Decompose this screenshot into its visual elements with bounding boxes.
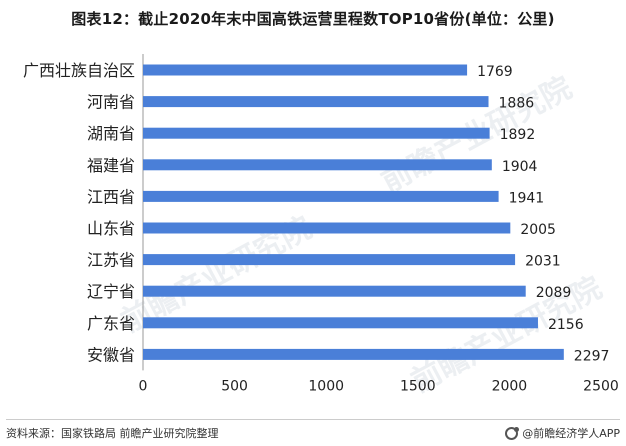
category-label: 江西省: [87, 187, 135, 206]
data-label: 1941: [509, 190, 545, 206]
data-label: 1892: [500, 127, 536, 143]
source-note: 资料来源：国家铁路局 前瞻产业研究院整理: [6, 427, 219, 440]
bar: [143, 159, 492, 171]
bar: [143, 190, 499, 202]
x-tick-label: 2000: [492, 378, 528, 394]
data-label: 1886: [499, 96, 535, 112]
data-label: 2297: [574, 348, 610, 364]
x-tick-label: 500: [221, 378, 248, 394]
data-label: 2089: [536, 285, 572, 301]
x-tick-label: 2500: [583, 378, 619, 394]
category-label: 广东省: [87, 314, 135, 333]
category-label: 广西壮族自治区: [23, 61, 135, 80]
chart-title: 图表12：截止2020年末中国高铁运营里程数TOP10省份(单位：公里): [71, 10, 555, 28]
bar: [143, 96, 489, 108]
brand-credit: @前瞻经济学人APP: [505, 425, 620, 441]
bar: [143, 254, 516, 266]
data-label: 2156: [548, 317, 584, 333]
bar-chart: 广西壮族自治区 1769 河南省 1886 湖南省 1892 福建省 1904 江西省 1941 山…: [23, 54, 619, 394]
data-label: 2005: [520, 222, 556, 238]
footer: 资料来源：国家铁路局 前瞻产业研究院整理 @前瞻经济学人APP: [6, 419, 620, 440]
category-label: 福建省: [87, 156, 135, 175]
bar: [143, 317, 538, 329]
bar: [143, 64, 468, 76]
category-label: 安徽省: [87, 345, 135, 364]
bar: [143, 348, 564, 360]
category-label: 湖南省: [87, 124, 135, 143]
data-label: 1769: [477, 64, 513, 80]
brand-logo-icon: [505, 426, 520, 440]
category-label: 河南省: [87, 93, 135, 112]
x-tick-label: 1000: [308, 378, 344, 394]
category-label: 江苏省: [87, 251, 135, 270]
brand-label: @前瞻经济学人APP: [522, 427, 620, 440]
bar: [143, 127, 490, 139]
data-label: 1904: [502, 159, 538, 175]
bar: [143, 222, 511, 234]
category-label: 辽宁省: [87, 282, 135, 301]
x-tick-label: 1500: [400, 378, 436, 394]
x-tick-label: 0: [139, 378, 148, 394]
category-label: 山东省: [87, 219, 135, 238]
data-label: 2031: [525, 254, 561, 270]
bar: [143, 285, 526, 297]
